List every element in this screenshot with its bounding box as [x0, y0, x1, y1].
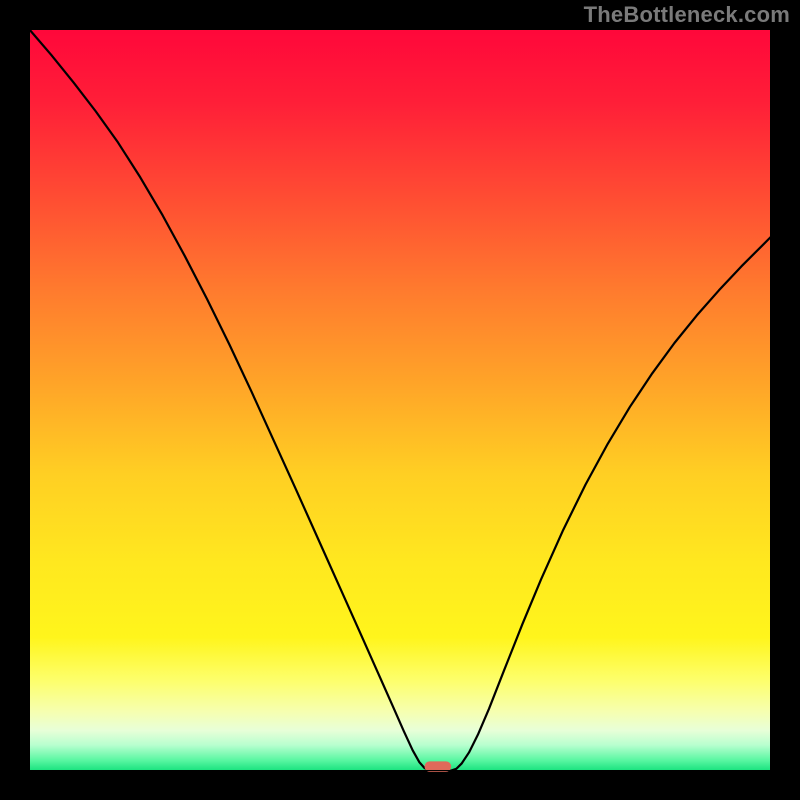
chart-svg [0, 0, 800, 800]
plot-background [29, 29, 771, 771]
chart-frame: TheBottleneck.com [0, 0, 800, 800]
watermark-text: TheBottleneck.com [584, 2, 790, 28]
